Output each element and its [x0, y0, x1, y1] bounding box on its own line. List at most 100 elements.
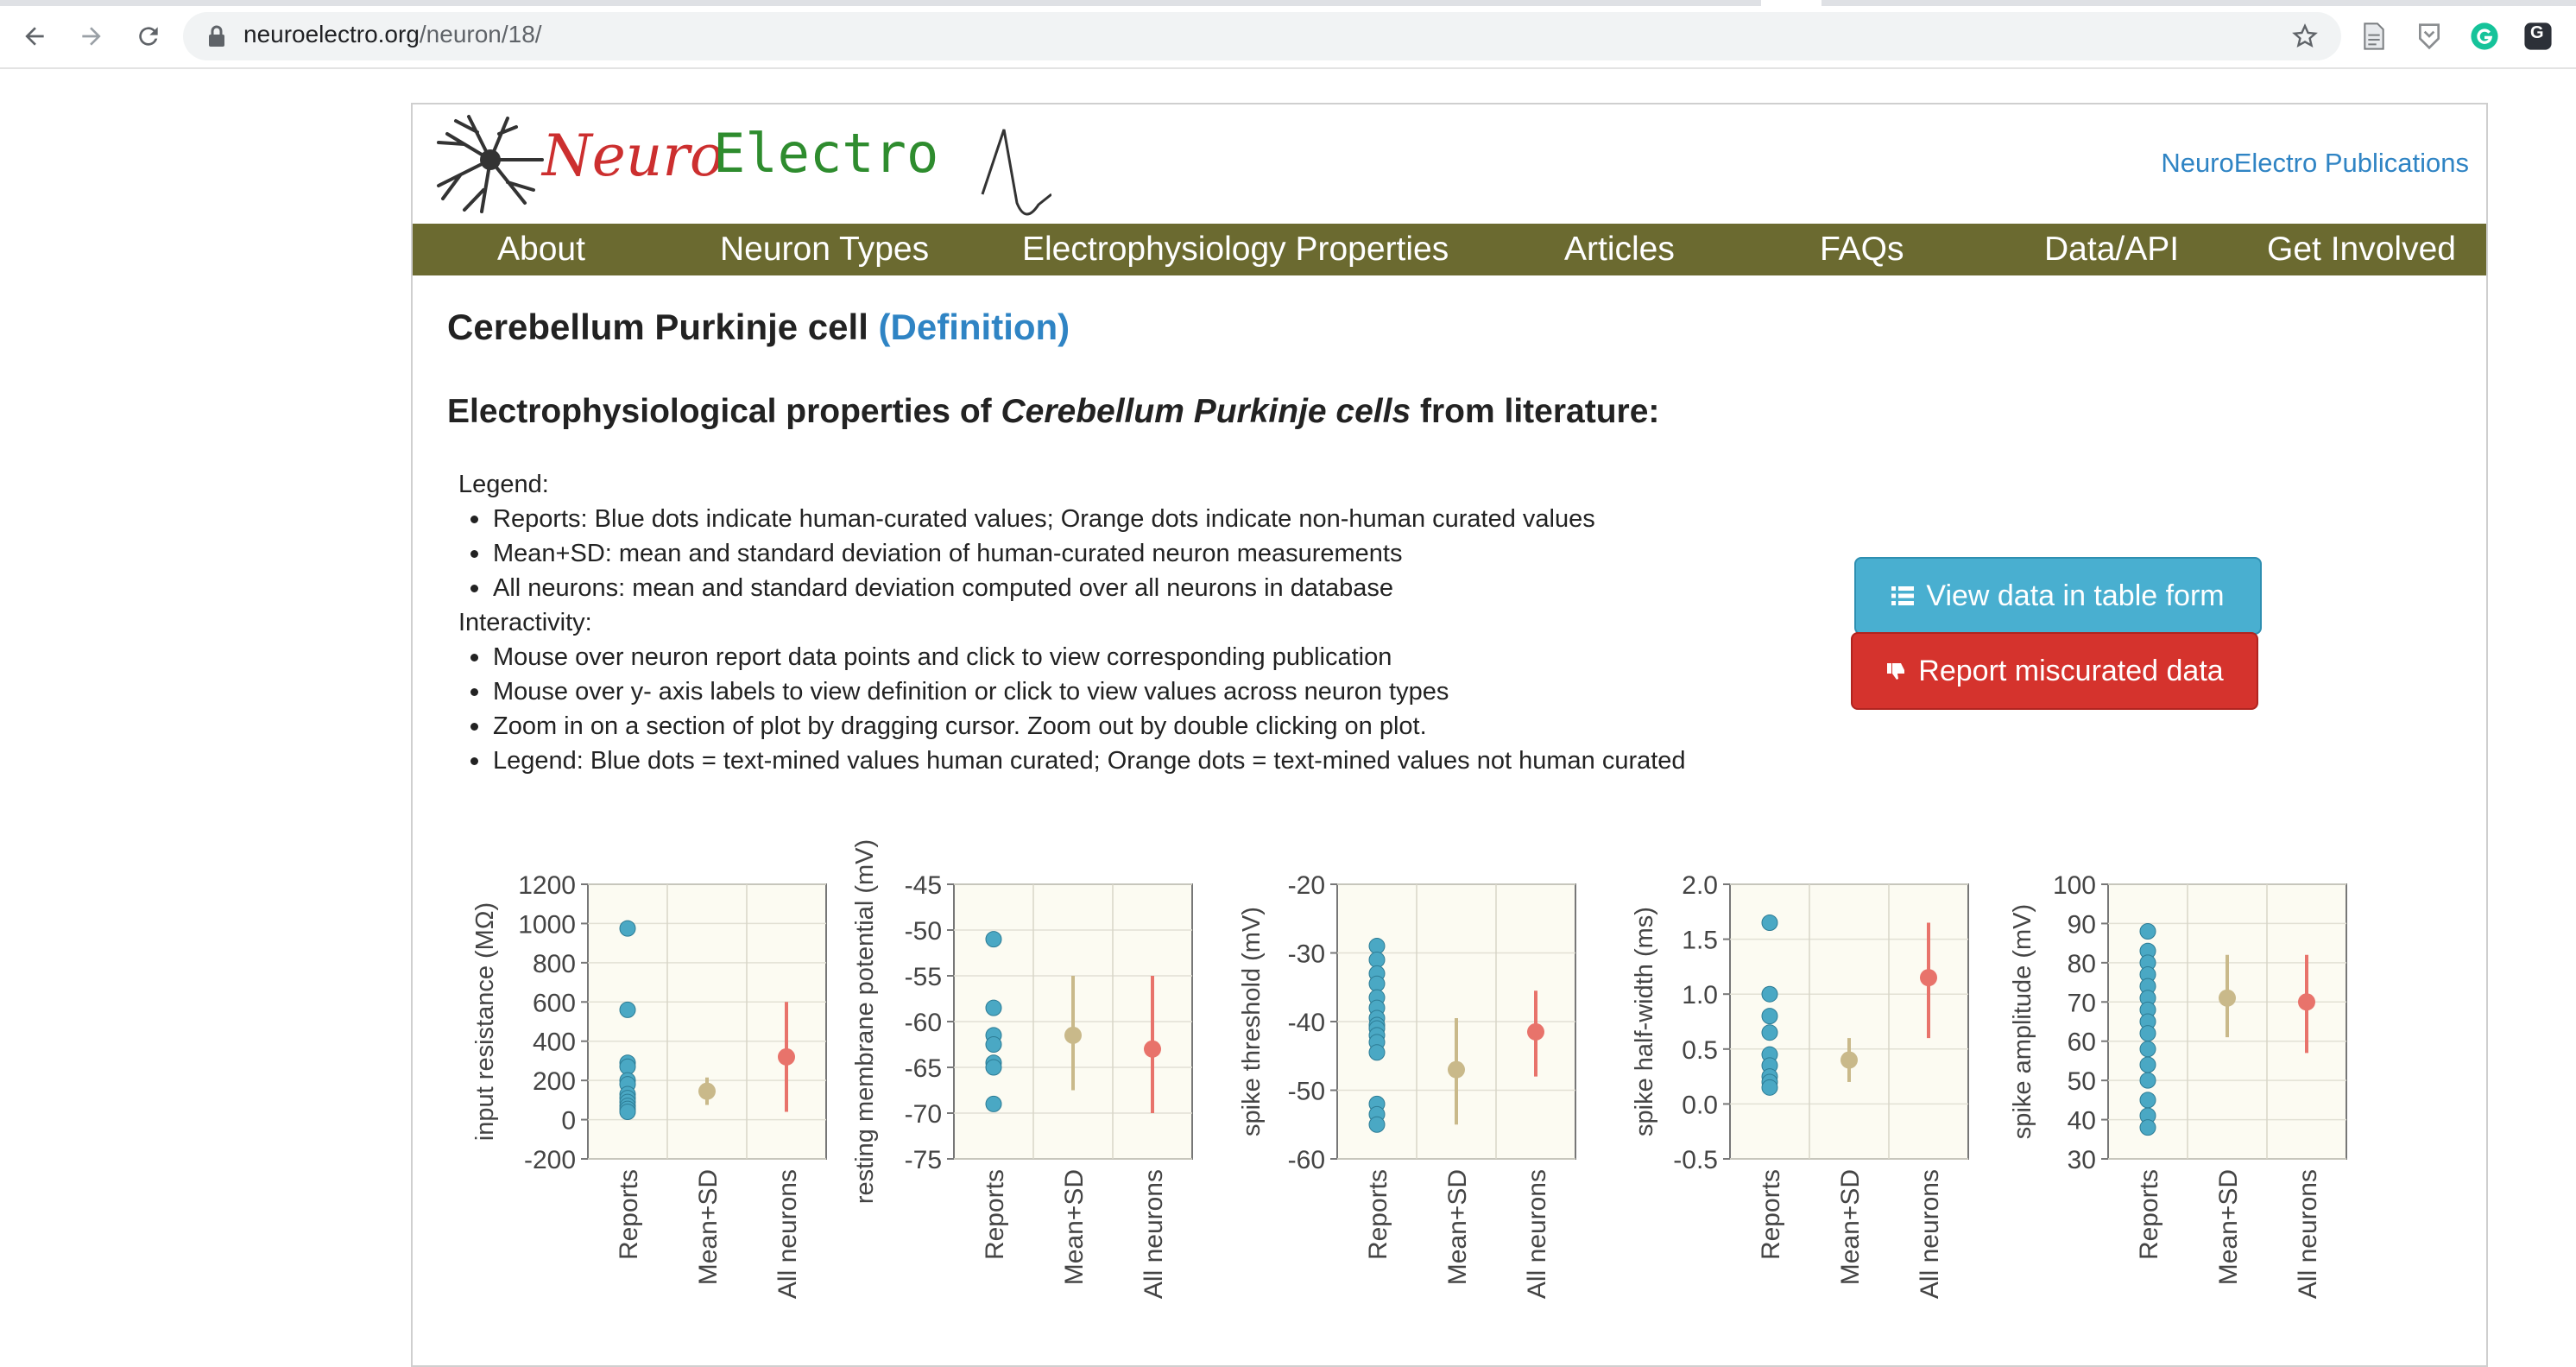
- legend-item: Mean+SD: mean and standard deviation of …: [458, 536, 1686, 571]
- shield-extension-icon[interactable]: [2409, 16, 2450, 57]
- bookmark-star-icon[interactable]: [2284, 16, 2326, 57]
- category-label: Mean+SD: [2214, 1169, 2243, 1285]
- report-point[interactable]: [1761, 985, 1778, 1003]
- active-tab-edge[interactable]: [1761, 0, 1822, 6]
- report-point[interactable]: [985, 1036, 1002, 1053]
- grammarly-icon[interactable]: [2464, 16, 2505, 57]
- report-point[interactable]: [985, 1059, 1002, 1076]
- neuron-name: Cerebellum Purkinje cell: [447, 307, 868, 347]
- report-point[interactable]: [1761, 914, 1778, 932]
- report-point[interactable]: [1368, 951, 1386, 968]
- report-point[interactable]: [2139, 1072, 2156, 1089]
- report-point[interactable]: [2139, 1092, 2156, 1109]
- nav-electrophysiology-properties[interactable]: Electrophysiology Properties: [1022, 231, 1449, 268]
- ytick-label: -20: [1288, 871, 1325, 900]
- report-point[interactable]: [1761, 1024, 1778, 1041]
- report-point[interactable]: [619, 1001, 636, 1018]
- all-neurons-point[interactable]: [2298, 993, 2315, 1011]
- mean-sd-point[interactable]: [1448, 1060, 1465, 1079]
- nav-get-involved[interactable]: Get Involved: [2267, 231, 2456, 268]
- plot-ylabel[interactable]: resting membrane potential (mV): [851, 839, 879, 1204]
- mean-sd-point[interactable]: [698, 1082, 716, 1100]
- category-label: Reports: [1364, 1169, 1392, 1260]
- interactivity-item: Legend: Blue dots = text-mined values hu…: [458, 744, 1686, 778]
- address-bar[interactable]: [183, 12, 2341, 60]
- ytick-label: -75: [905, 1146, 942, 1174]
- ytick-label: 400: [533, 1028, 576, 1057]
- browser-toolbar: neuroelectro.org/neuron/18/ G: [0, 0, 2576, 69]
- ytick-label: 100: [2053, 871, 2096, 900]
- nav-faqs[interactable]: FAQs: [1820, 231, 1904, 268]
- mean-sd-point[interactable]: [2219, 989, 2236, 1007]
- mean-sd-point[interactable]: [1064, 1026, 1082, 1044]
- report-point[interactable]: [619, 1058, 636, 1075]
- ytick-label: 1200: [518, 871, 576, 900]
- view-table-button[interactable]: View data in table form: [1854, 557, 2262, 635]
- subtitle-suffix: from literature:: [1411, 393, 1660, 430]
- page-container: Neuro Electro NeuroElectro Publications …: [411, 103, 2488, 1367]
- logo-graphic: Neuro Electro: [437, 115, 1052, 216]
- ytick-label: -60: [905, 1009, 942, 1037]
- report-point[interactable]: [2139, 1041, 2156, 1058]
- plot-ylabel[interactable]: spike amplitude (mV): [2009, 904, 2036, 1139]
- back-icon[interactable]: [14, 16, 55, 57]
- profile-extension-icon[interactable]: G: [2517, 16, 2559, 57]
- report-point[interactable]: [985, 1095, 1002, 1112]
- report-point[interactable]: [1368, 938, 1386, 955]
- report-point[interactable]: [985, 931, 1002, 948]
- report-point[interactable]: [619, 1103, 636, 1120]
- category-label: Reports: [981, 1169, 1009, 1260]
- logo-neuro-text: Neuro: [540, 123, 724, 189]
- report-point[interactable]: [985, 999, 1002, 1016]
- category-label: Mean+SD: [1836, 1169, 1865, 1285]
- property-plots[interactable]: 1200 1000 800 600 400 200 0 -200 input resistanc…: [413, 104, 2486, 1365]
- list-icon: [1891, 586, 1915, 605]
- plot-5: 100 90 80 70 60 50 40 30 spike amplitude (mV) Rep…: [2009, 871, 2347, 1299]
- publications-link[interactable]: NeuroElectro Publications: [2161, 148, 2469, 178]
- category-label: All neurons: [1523, 1169, 1551, 1299]
- report-point[interactable]: [2139, 1025, 2156, 1042]
- document-extension-icon[interactable]: [2353, 16, 2395, 57]
- neuroelectro-logo[interactable]: Neuro Electro: [430, 108, 1052, 220]
- plot-ylabel[interactable]: spike half-width (ms): [1631, 907, 1658, 1136]
- interactivity-item: Mouse over neuron report data points and…: [458, 640, 1686, 674]
- ytick-label: 1.0: [1682, 981, 1718, 1009]
- section-subtitle: Electrophysiological properties of Cereb…: [447, 393, 1659, 431]
- neuron-soma: [480, 149, 501, 170]
- nav-about[interactable]: About: [497, 231, 585, 268]
- report-point[interactable]: [2139, 1119, 2156, 1136]
- all-neurons-point[interactable]: [778, 1047, 795, 1066]
- nav-data-api[interactable]: Data/API: [2044, 231, 2180, 268]
- report-point[interactable]: [1368, 1116, 1386, 1133]
- url-text[interactable]: neuroelectro.org/neuron/18/: [243, 21, 542, 48]
- ytick-label: 80: [2068, 950, 2096, 978]
- nav-articles[interactable]: Articles: [1564, 231, 1675, 268]
- report-point[interactable]: [1761, 1008, 1778, 1025]
- ytick-label: -65: [905, 1054, 942, 1083]
- report-point[interactable]: [2139, 1056, 2156, 1073]
- spike-trace: [981, 129, 1052, 216]
- ytick-label: -55: [905, 963, 942, 991]
- report-miscurated-button[interactable]: Report miscurated data: [1851, 632, 2258, 710]
- lock-icon[interactable]: [207, 24, 226, 53]
- report-point[interactable]: [619, 920, 636, 937]
- definition-link[interactable]: (Definition): [878, 307, 1070, 347]
- mean-sd-point[interactable]: [1840, 1051, 1858, 1069]
- report-point[interactable]: [1761, 1079, 1778, 1096]
- forward-icon[interactable]: [71, 16, 112, 57]
- nav-neuron-types[interactable]: Neuron Types: [720, 231, 930, 268]
- plot-ylabel[interactable]: input resistance (MΩ): [471, 902, 499, 1141]
- plot-ylabel[interactable]: spike threshold (mV): [1238, 907, 1266, 1136]
- report-point[interactable]: [2139, 923, 2156, 940]
- url-path: /neuron/18/: [419, 21, 542, 47]
- all-neurons-point[interactable]: [1144, 1040, 1161, 1058]
- report-point[interactable]: [1368, 975, 1386, 992]
- all-neurons-point[interactable]: [1527, 1022, 1544, 1041]
- ytick-label: 200: [533, 1067, 576, 1096]
- all-neurons-point[interactable]: [1920, 969, 1937, 987]
- interactivity-item: Zoom in on a section of plot by dragging…: [458, 709, 1686, 744]
- plot-3: -20 -30 -40 -50 -60 spike threshold (mV) Repor…: [1238, 871, 1576, 1299]
- reload-icon[interactable]: [128, 16, 169, 57]
- ytick-label: -70: [905, 1100, 942, 1129]
- report-point[interactable]: [1368, 1044, 1386, 1061]
